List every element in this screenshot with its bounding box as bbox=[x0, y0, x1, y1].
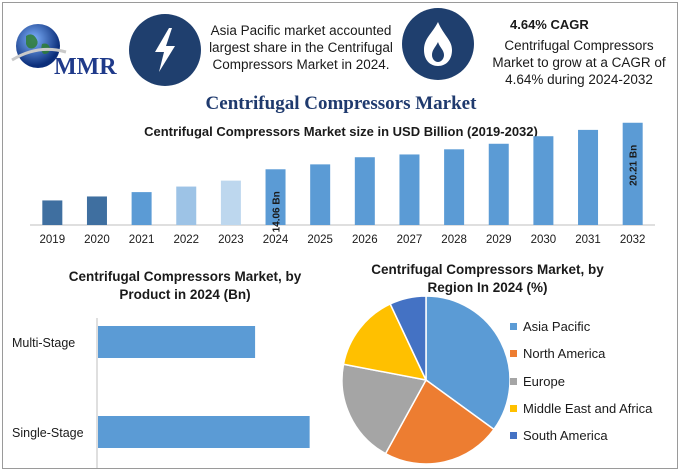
legend-swatch bbox=[510, 377, 517, 385]
bar-2021 bbox=[131, 192, 152, 225]
pie-slice-asia-pacific bbox=[425, 295, 511, 431]
bar-2027 bbox=[399, 154, 420, 225]
bar-chart-title: Centrifugal Compressors Market size in U… bbox=[144, 124, 538, 139]
x-tick-label: 2029 bbox=[486, 234, 512, 246]
x-tick-label: 2021 bbox=[129, 234, 155, 246]
pie-slice-middle-east-and-africa bbox=[342, 302, 428, 382]
x-tick-label: 2024 bbox=[263, 234, 289, 246]
mmr-logo: MMR bbox=[8, 14, 126, 82]
bar-2030 bbox=[533, 136, 554, 225]
bar-2025 bbox=[310, 164, 331, 225]
bar-2020 bbox=[86, 196, 107, 225]
legend-label: Asia Pacific bbox=[523, 319, 591, 335]
x-tick-label: 2025 bbox=[307, 234, 333, 246]
legend-label: Middle East and Africa bbox=[523, 401, 653, 417]
cagr-title: 4.64% CAGR bbox=[510, 17, 589, 32]
x-tick-label: 2028 bbox=[441, 234, 467, 246]
bar-2024 bbox=[265, 169, 286, 225]
legend-label: Europe bbox=[523, 373, 565, 389]
bar-2029 bbox=[488, 143, 509, 225]
x-tick-label: 2026 bbox=[352, 234, 378, 246]
pie-slice-south-america bbox=[389, 295, 427, 381]
logo-text: MMR bbox=[54, 54, 117, 80]
globe-icon bbox=[11, 24, 67, 68]
cagr-description: Centrifugal Compressors Market to grow a… bbox=[492, 38, 666, 87]
x-tick-label: 2032 bbox=[620, 234, 646, 246]
data-label: 20.21 Bn bbox=[629, 145, 640, 186]
product-chart-title: Centrifugal Compressors Market, by Produ… bbox=[68, 269, 302, 302]
bar-2022 bbox=[176, 186, 197, 225]
x-tick-label: 2023 bbox=[218, 234, 244, 246]
bar-2023 bbox=[220, 180, 241, 225]
region-chart-title: Centrifugal Compressors Market, by Regio… bbox=[371, 262, 604, 295]
legend-label: North America bbox=[523, 346, 606, 362]
legend-swatch bbox=[510, 405, 517, 413]
bar-2026 bbox=[354, 157, 375, 225]
legend-swatch bbox=[510, 323, 517, 331]
infographic-frame bbox=[2, 2, 678, 469]
data-label: 14.06 Bn bbox=[272, 191, 283, 232]
x-tick-label: 2030 bbox=[531, 234, 557, 246]
x-tick-label: 2022 bbox=[173, 234, 199, 246]
legend-item: North America bbox=[510, 340, 652, 367]
bar-2019 bbox=[42, 200, 63, 225]
pie-slice-north-america bbox=[384, 378, 496, 465]
legend-item: Asia Pacific bbox=[510, 313, 652, 340]
bar-2032 bbox=[622, 122, 643, 225]
bar-multi-stage bbox=[98, 326, 256, 358]
category-label: Multi-Stage bbox=[12, 336, 75, 350]
x-tick-label: 2020 bbox=[84, 234, 110, 246]
legend-item: Middle East and Africa bbox=[510, 395, 652, 422]
x-tick-label: 2019 bbox=[40, 234, 66, 246]
bar-single-stage bbox=[98, 416, 310, 448]
pie-slice-europe bbox=[341, 363, 428, 455]
main-title: Centrifugal Compressors Market bbox=[205, 93, 477, 114]
x-tick-label: 2031 bbox=[575, 234, 601, 246]
legend-swatch bbox=[510, 350, 517, 358]
bar-2028 bbox=[444, 149, 465, 225]
market-size-bar-chart: 2019 2020 2021 2022 2023 2024 14.06 Bn 2025 2026… bbox=[30, 122, 655, 246]
legend-item: South America bbox=[510, 422, 652, 449]
legend-swatch bbox=[510, 432, 517, 440]
info-asia-pacific: Asia Pacific market accounted largest sh… bbox=[209, 23, 393, 72]
lightning-bolt-icon bbox=[129, 14, 201, 86]
bar-2031 bbox=[578, 129, 599, 225]
pie-legend: Asia Pacific North America Europe Middle Ea… bbox=[510, 313, 652, 449]
legend-label: South America bbox=[523, 428, 608, 444]
flame-icon bbox=[402, 8, 474, 80]
category-label: Single-Stage bbox=[12, 426, 84, 440]
product-bar-chart: Multi-Stage Single-Stage bbox=[12, 318, 310, 468]
legend-item: Europe bbox=[510, 368, 652, 395]
x-tick-label: 2027 bbox=[397, 234, 423, 246]
